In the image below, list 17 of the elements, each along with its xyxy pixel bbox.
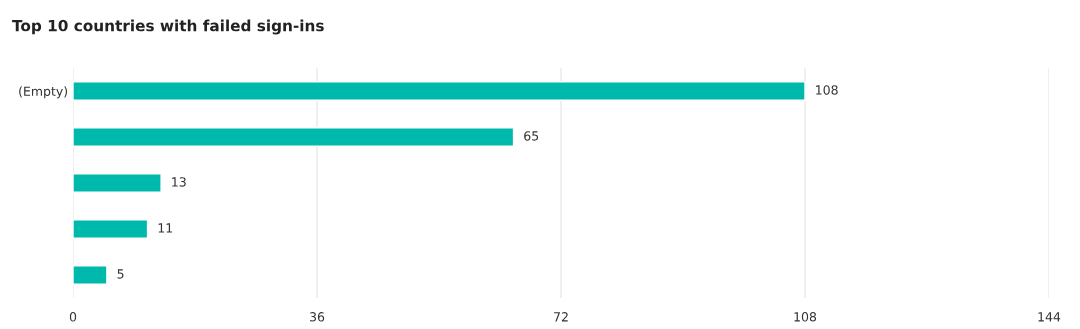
x-tick-label: 144 [1038,312,1061,322]
x-tick-label: 72 [554,312,568,322]
bar [73,219,149,239]
data-label: 65 [524,131,539,141]
chart-title: Top 10 countries with failed sign-ins [12,19,324,35]
bar [73,127,515,147]
data-label: 13 [172,177,186,187]
x-tick-label: 0 [69,312,77,322]
data-label: 11 [158,223,173,233]
data-label: 5 [117,269,124,279]
y-tick-label: (Empty) [19,86,68,99]
bar [73,81,806,101]
x-tick-label: 36 [310,312,325,322]
data-label: 108 [816,85,838,95]
bar [73,173,162,193]
x-tick-label: 108 [794,312,817,322]
bar [73,265,108,285]
